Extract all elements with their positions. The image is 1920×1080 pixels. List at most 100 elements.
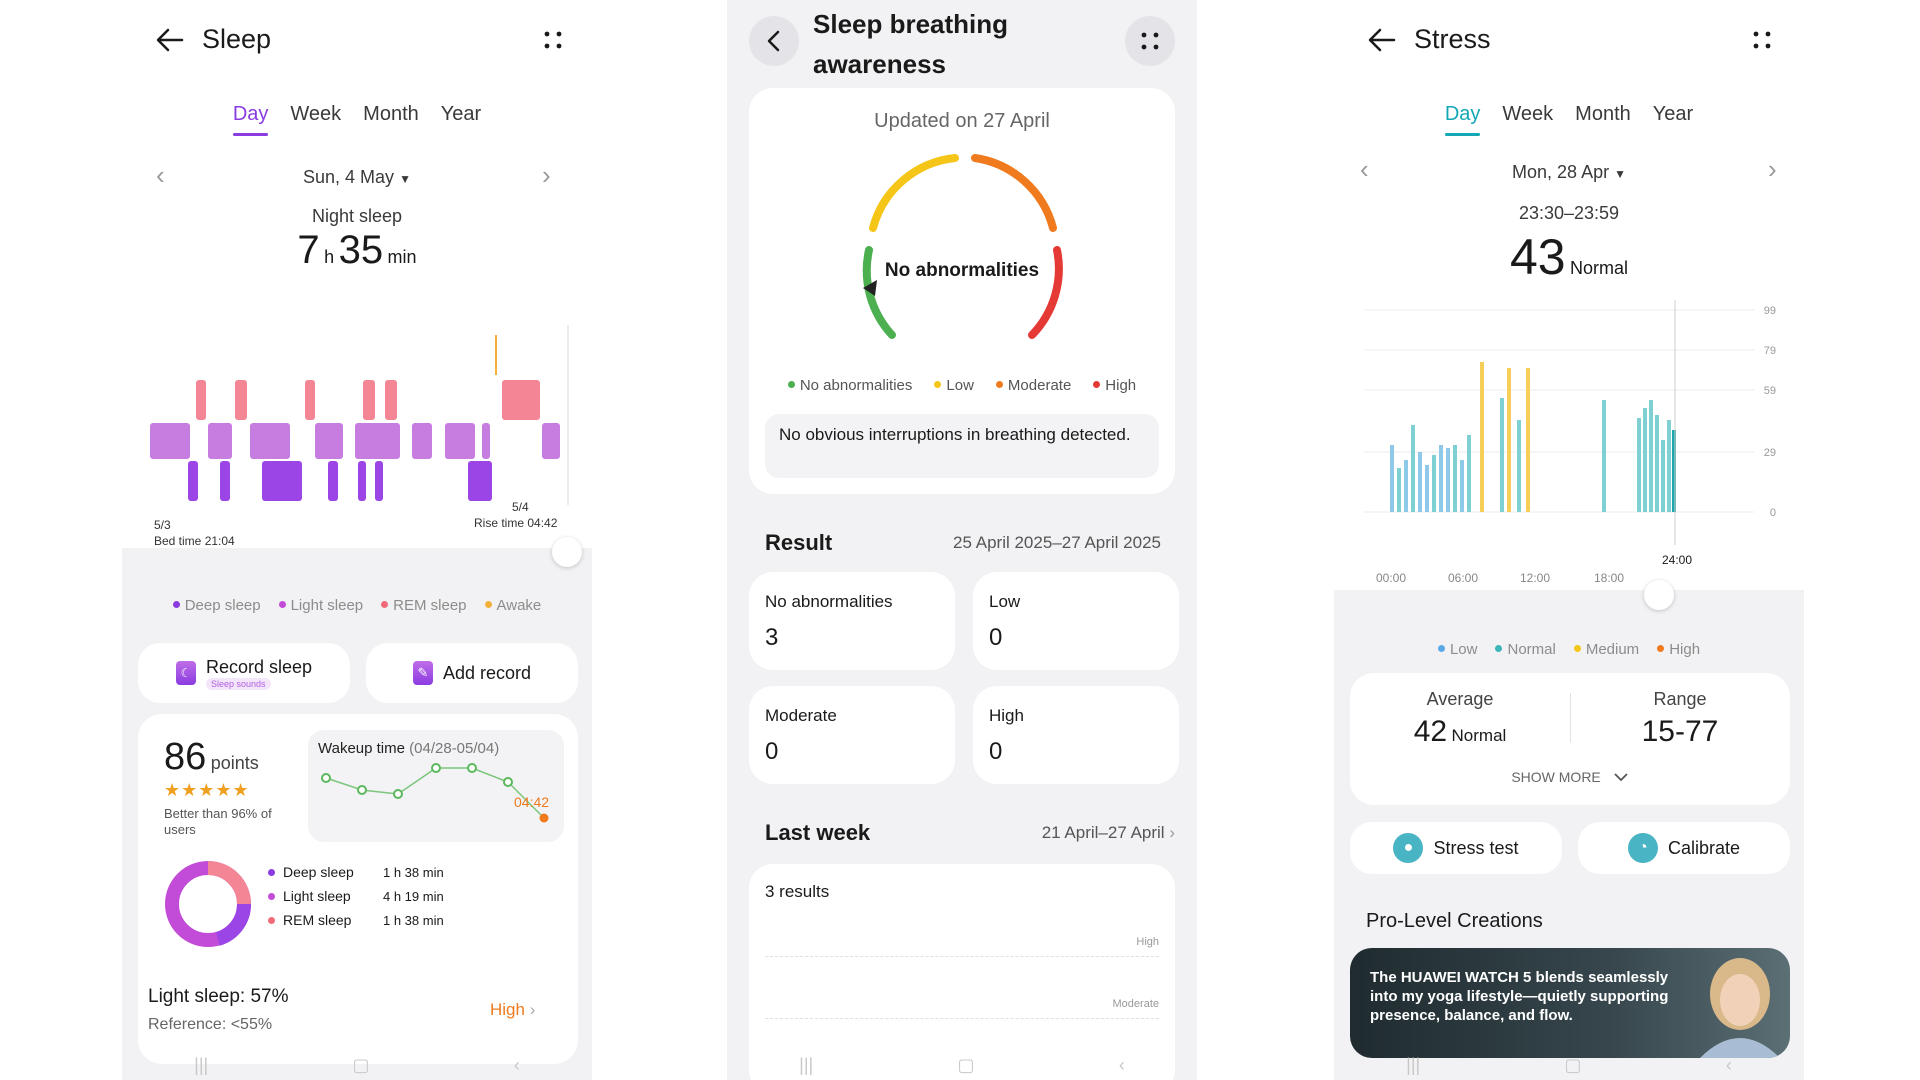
- bed-date: 5/3: [154, 518, 171, 532]
- back-icon[interactable]: ‹: [1118, 1054, 1125, 1075]
- legend-low: Low: [934, 377, 974, 394]
- sleep-sounds-badge: Sleep sounds: [205, 677, 271, 690]
- more-options-icon[interactable]: [535, 22, 571, 58]
- promo-banner[interactable]: The HUAWEI WATCH 5 blends seamlessly int…: [1350, 948, 1790, 1058]
- stress-value: 43: [1509, 229, 1566, 285]
- stress-status: Normal: [1570, 258, 1629, 278]
- axis-high-label: High: [1136, 936, 1159, 948]
- count-no-abnormalities[interactable]: No abnormalities 3: [749, 572, 955, 670]
- next-day-icon[interactable]: ›: [1768, 154, 1777, 184]
- last-week-link[interactable]: 21 April–27 April ›: [1041, 823, 1175, 842]
- home-icon[interactable]: ▢: [1564, 1054, 1582, 1075]
- date-label: Mon, 28 Apr: [1512, 162, 1610, 182]
- more-options-icon: [1141, 32, 1159, 50]
- back-arrow-icon[interactable]: [152, 22, 188, 58]
- moon-icon: ☾: [175, 661, 196, 685]
- legend-awake: Awake: [484, 597, 541, 614]
- tab-month[interactable]: Month: [1575, 103, 1631, 125]
- promo-text: The HUAWEI WATCH 5 blends seamlessly int…: [1370, 969, 1669, 1024]
- light-sleep-segments: [150, 423, 560, 459]
- back-button[interactable]: [749, 16, 799, 66]
- edit-note-icon: ✎: [412, 661, 433, 685]
- cursor-time: 24:00: [1662, 553, 1692, 567]
- count-low[interactable]: Low 0: [973, 572, 1179, 670]
- back-arrow-icon[interactable]: [1364, 22, 1400, 58]
- chevron-right-icon: ›: [529, 1000, 536, 1019]
- calibrate-label: Calibrate: [1667, 837, 1741, 858]
- recents-icon[interactable]: |||: [1406, 1054, 1421, 1075]
- legend-low: Low: [1437, 641, 1477, 658]
- breakdown-light: Light sleep 4 h 19 min: [268, 884, 568, 908]
- rise-time: Rise time 04:42: [474, 516, 558, 530]
- y-tick-59: 59: [1764, 385, 1776, 397]
- more-options-icon[interactable]: [1744, 22, 1780, 58]
- sleep-stage-chart[interactable]: [150, 325, 570, 505]
- range-label: Range: [1653, 689, 1707, 709]
- results-count: 3 results: [765, 882, 830, 901]
- x-axis-ticks: 00:00 06:00 12:00 18:00: [1376, 571, 1624, 585]
- tab-week[interactable]: Week: [290, 103, 342, 125]
- date-selector[interactable]: Sun, 4 May ▼: [122, 167, 592, 188]
- tab-day[interactable]: Day: [1444, 103, 1480, 136]
- previous-day-icon[interactable]: ‹: [1360, 154, 1369, 184]
- chevron-right-icon: ›: [1169, 823, 1175, 842]
- grid-line-moderate: [765, 1018, 1159, 1019]
- updated-date: Updated on 27 April: [874, 110, 1050, 132]
- breathing-gauge: [862, 154, 1063, 339]
- count-high[interactable]: High 0: [973, 686, 1179, 784]
- legend-rem-sleep: REM sleep: [381, 597, 467, 614]
- recents-icon[interactable]: |||: [799, 1054, 814, 1075]
- show-more-button[interactable]: SHOW MORE: [1350, 769, 1790, 785]
- tab-week[interactable]: Week: [1502, 103, 1554, 125]
- score-unit: points: [210, 753, 259, 773]
- calibrate-button[interactable]: ◔ Calibrate: [1578, 822, 1790, 874]
- back-icon[interactable]: ‹: [513, 1054, 520, 1075]
- legend-medium: Medium: [1573, 641, 1639, 658]
- legend-no-abnormalities: No abnormalities: [787, 377, 912, 394]
- average-label: Average: [1426, 689, 1494, 709]
- tab-year[interactable]: Year: [1652, 103, 1694, 125]
- page-title: Stress: [1414, 24, 1491, 54]
- legend-deep-sleep: Deep sleep: [172, 597, 261, 614]
- more-options-button[interactable]: [1125, 16, 1175, 66]
- breathing-status-card: Updated on 27 April No abnormalities No …: [749, 88, 1175, 494]
- period-tabs: Day Week Month Year: [1334, 103, 1804, 136]
- awake-marker: [495, 335, 497, 375]
- stress-value-display: 43 Normal: [1334, 228, 1804, 286]
- date-selector[interactable]: Mon, 28 Apr ▼: [1334, 162, 1804, 183]
- recents-icon[interactable]: |||: [194, 1054, 209, 1075]
- reference-range: Reference: <55%: [148, 1016, 273, 1033]
- rise-date: 5/4: [512, 500, 529, 514]
- x-tick-1800: 18:00: [1594, 571, 1624, 585]
- back-icon[interactable]: ‹: [1725, 1054, 1732, 1075]
- hours-unit: h: [324, 247, 335, 267]
- add-record-button[interactable]: ✎ Add record: [366, 643, 578, 703]
- x-tick-0600: 06:00: [1448, 571, 1478, 585]
- wakeup-time-card[interactable]: Wakeup time (04/28-05/04) 04:42: [308, 730, 564, 842]
- record-sleep-button[interactable]: ☾ Record sleep Sleep sounds: [138, 643, 350, 703]
- date-label: Sun, 4 May: [303, 167, 395, 187]
- next-day-icon[interactable]: ›: [542, 160, 551, 190]
- chart-slider-handle[interactable]: [1644, 580, 1674, 610]
- tab-year[interactable]: Year: [440, 103, 482, 125]
- home-icon[interactable]: ▢: [957, 1054, 975, 1075]
- tab-day[interactable]: Day: [232, 103, 268, 136]
- count-moderate[interactable]: Moderate 0: [749, 686, 955, 784]
- legend-high: High: [1093, 377, 1136, 394]
- home-icon[interactable]: ▢: [352, 1054, 370, 1075]
- y-tick-0: 0: [1770, 507, 1776, 519]
- legend-normal: Normal: [1495, 641, 1556, 658]
- range-value: 15-77: [1641, 715, 1719, 748]
- stress-bar-chart[interactable]: 99 79 59 29 0: [1354, 300, 1784, 590]
- high-link[interactable]: High ›: [490, 1000, 536, 1019]
- last-week-title: Last week: [765, 820, 871, 845]
- chart-gridlines: [1364, 309, 1754, 513]
- chart-slider-handle[interactable]: [552, 537, 582, 567]
- previous-day-icon[interactable]: ‹: [156, 160, 165, 190]
- tab-month[interactable]: Month: [363, 103, 419, 125]
- promo-person-image: [1700, 958, 1780, 1058]
- stress-bars: [1390, 362, 1676, 512]
- night-sleep-label: Night sleep: [311, 206, 403, 226]
- stress-test-button[interactable]: ● Stress test: [1350, 822, 1562, 874]
- stress-test-label: Stress test: [1433, 837, 1519, 858]
